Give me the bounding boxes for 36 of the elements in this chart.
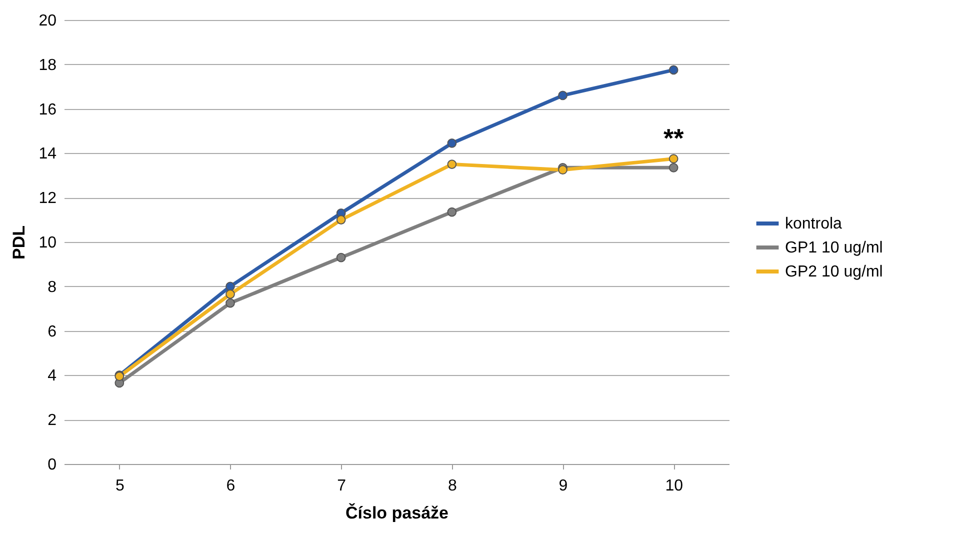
x-tick-label: 9: [558, 478, 568, 494]
x-axis-title: Číslo pasáže: [346, 502, 448, 522]
legend-label: GP1 10 ug/ml: [785, 240, 883, 256]
point: [558, 90, 568, 100]
point: [226, 289, 235, 299]
point: [336, 215, 346, 224]
point: [447, 207, 457, 217]
point: [558, 165, 568, 175]
y-tick-label: 16: [38, 101, 57, 118]
point: [447, 160, 457, 169]
point: [226, 282, 235, 292]
y-tick-label: 4: [48, 368, 57, 385]
y-tick-label: 14: [38, 146, 57, 163]
point: [226, 298, 235, 308]
point: [668, 162, 678, 172]
x-tick-label: 7: [337, 478, 346, 494]
point: [336, 252, 346, 262]
y-axis-title: PDL: [10, 226, 29, 260]
y-tick-label: 20: [38, 12, 57, 30]
annotation: **: [663, 122, 685, 153]
x-tick-label: 8: [448, 478, 457, 494]
legend-label: GP2 10 ug/ml: [785, 264, 883, 280]
x-tick-label: 5: [115, 478, 124, 494]
y-tick-label: 0: [48, 456, 57, 474]
point: [447, 138, 457, 148]
x-tick-label: 6: [226, 478, 236, 494]
y-tick-label: 12: [38, 190, 57, 208]
y-tick-label: 8: [48, 278, 57, 296]
y-tick-label: 10: [38, 234, 57, 252]
y-tick-label: 18: [38, 56, 57, 74]
point: [668, 154, 678, 164]
y-tick-label: 6: [48, 323, 57, 340]
x-tick-label: 10: [665, 478, 684, 494]
y-tick-label: 2: [48, 412, 57, 430]
point: [668, 65, 678, 75]
legend-label: kontrola: [785, 216, 842, 232]
